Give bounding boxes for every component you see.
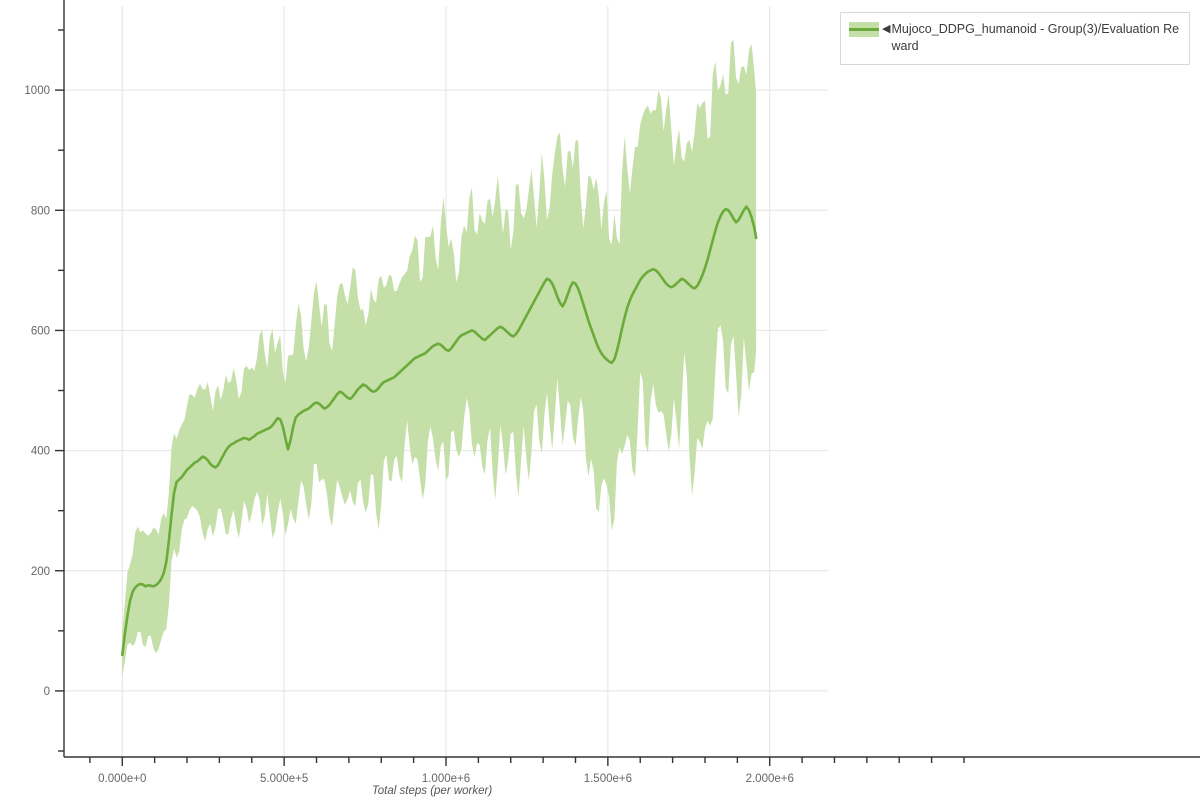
legend-color-swatch [849, 22, 879, 37]
x-tick-label: 0.000e+0 [98, 773, 146, 785]
y-tick-label: 200 [31, 566, 50, 578]
x-tick-label: 5.000e+5 [260, 773, 308, 785]
x-tick-label: 1.500e+6 [584, 773, 632, 785]
tick-labels: 0 200 400 600 800 1000 0.000e+0 5.000e+5 1.000e+… [24, 85, 793, 785]
series-line [120, 205, 758, 657]
x-axis-title: Total steps (per worker) [372, 785, 493, 797]
confidence-band [122, 39, 757, 677]
left-triangle-icon: ◀ [882, 23, 891, 35]
y-tick-label: 400 [31, 446, 50, 458]
legend-line-swatch [849, 28, 879, 31]
legend-entry[interactable]: ◀ Mujoco_DDPG_humanoid - Group(3)/Evalua… [849, 21, 1183, 55]
legend[interactable]: ◀ Mujoco_DDPG_humanoid - Group(3)/Evalua… [840, 12, 1190, 65]
x-tick-label: 2.000e+6 [746, 773, 794, 785]
y-tick-label: 1000 [24, 85, 50, 97]
y-tick-label: 0 [44, 686, 50, 698]
y-tick-label: 600 [31, 325, 50, 337]
axes [55, 0, 1200, 766]
x-tick-label: 1.000e+6 [422, 773, 470, 785]
legend-entry-label: Mujoco_DDPG_humanoid - Group(3)/Evaluati… [891, 22, 1180, 53]
y-tick-label: 800 [31, 205, 50, 217]
